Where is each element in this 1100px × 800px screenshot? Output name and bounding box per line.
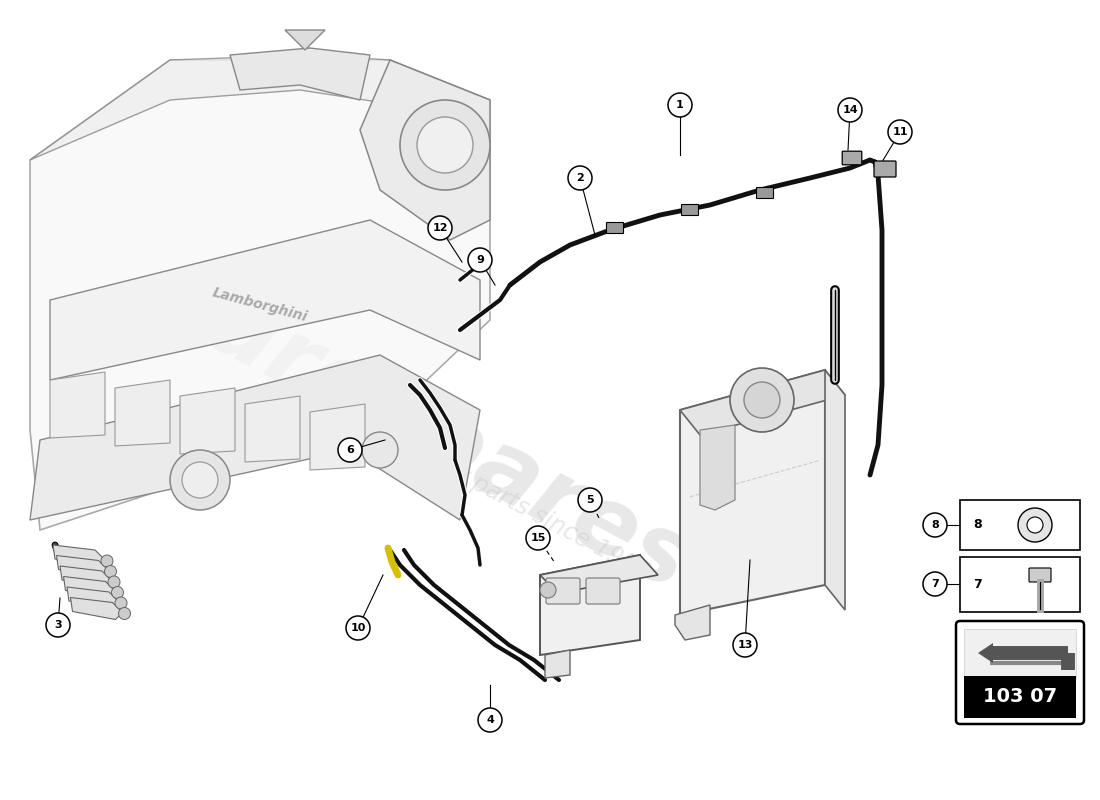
Circle shape	[400, 100, 490, 190]
Circle shape	[428, 216, 452, 240]
Polygon shape	[180, 388, 235, 454]
Text: 9: 9	[476, 255, 484, 265]
Text: 12: 12	[432, 223, 448, 233]
Text: 15: 15	[530, 533, 546, 543]
Circle shape	[101, 555, 113, 567]
FancyBboxPatch shape	[843, 151, 861, 165]
Polygon shape	[64, 577, 116, 598]
Text: 11: 11	[892, 127, 907, 137]
Polygon shape	[310, 404, 365, 470]
FancyBboxPatch shape	[964, 676, 1076, 718]
Polygon shape	[360, 60, 490, 240]
Polygon shape	[540, 555, 658, 593]
Text: 3: 3	[54, 620, 62, 630]
Polygon shape	[675, 605, 710, 640]
Circle shape	[182, 462, 218, 498]
Circle shape	[46, 613, 70, 637]
Text: 103 07: 103 07	[983, 686, 1057, 706]
Circle shape	[733, 633, 757, 657]
Circle shape	[888, 120, 912, 144]
Polygon shape	[30, 355, 480, 520]
Polygon shape	[30, 55, 489, 160]
Polygon shape	[70, 598, 122, 619]
Polygon shape	[544, 650, 570, 678]
Circle shape	[111, 586, 123, 598]
Text: 6: 6	[346, 445, 354, 455]
FancyBboxPatch shape	[874, 161, 896, 177]
Circle shape	[116, 597, 127, 609]
FancyBboxPatch shape	[1028, 568, 1050, 582]
Polygon shape	[53, 545, 104, 567]
Polygon shape	[680, 370, 825, 615]
Circle shape	[540, 582, 556, 598]
Circle shape	[104, 566, 117, 578]
Circle shape	[838, 98, 862, 122]
Text: 13: 13	[737, 640, 752, 650]
Circle shape	[744, 382, 780, 418]
FancyBboxPatch shape	[964, 629, 1076, 678]
Circle shape	[578, 488, 602, 512]
Polygon shape	[67, 587, 119, 609]
Polygon shape	[285, 30, 324, 50]
Circle shape	[526, 526, 550, 550]
Circle shape	[417, 117, 473, 173]
Circle shape	[1027, 517, 1043, 533]
Text: 5: 5	[586, 495, 594, 505]
Circle shape	[170, 450, 230, 510]
Text: 2: 2	[576, 173, 584, 183]
Polygon shape	[700, 425, 735, 510]
Text: 4: 4	[486, 715, 494, 725]
FancyBboxPatch shape	[606, 222, 624, 234]
FancyBboxPatch shape	[757, 187, 773, 198]
Circle shape	[730, 368, 794, 432]
FancyBboxPatch shape	[960, 500, 1080, 550]
Circle shape	[119, 607, 131, 619]
Circle shape	[362, 432, 398, 468]
Circle shape	[346, 616, 370, 640]
Circle shape	[338, 438, 362, 462]
Circle shape	[478, 708, 502, 732]
Polygon shape	[30, 60, 489, 530]
Circle shape	[923, 572, 947, 596]
Text: 7: 7	[931, 579, 939, 589]
FancyBboxPatch shape	[956, 621, 1084, 724]
Polygon shape	[230, 48, 370, 100]
Text: 8: 8	[931, 520, 939, 530]
Polygon shape	[116, 380, 170, 446]
Text: 7: 7	[974, 578, 982, 590]
Text: 10: 10	[350, 623, 365, 633]
Polygon shape	[56, 555, 109, 578]
Text: eurospares: eurospares	[134, 249, 705, 611]
Text: 8: 8	[974, 518, 982, 531]
Text: 14: 14	[843, 105, 858, 115]
Circle shape	[568, 166, 592, 190]
Polygon shape	[825, 370, 845, 610]
Polygon shape	[978, 643, 993, 663]
Text: a passion for parts since 1985: a passion for parts since 1985	[327, 396, 653, 584]
FancyBboxPatch shape	[960, 557, 1080, 612]
Polygon shape	[245, 396, 300, 462]
Text: Lamborghini: Lamborghini	[211, 286, 309, 325]
FancyBboxPatch shape	[682, 205, 698, 215]
Polygon shape	[680, 370, 845, 435]
Polygon shape	[50, 220, 480, 380]
Polygon shape	[50, 372, 104, 438]
Circle shape	[108, 576, 120, 588]
FancyBboxPatch shape	[546, 578, 580, 604]
Circle shape	[923, 513, 947, 537]
Circle shape	[1018, 508, 1052, 542]
Polygon shape	[540, 555, 640, 655]
Polygon shape	[60, 566, 112, 588]
FancyBboxPatch shape	[586, 578, 620, 604]
Circle shape	[468, 248, 492, 272]
Text: 1: 1	[676, 100, 684, 110]
Circle shape	[668, 93, 692, 117]
